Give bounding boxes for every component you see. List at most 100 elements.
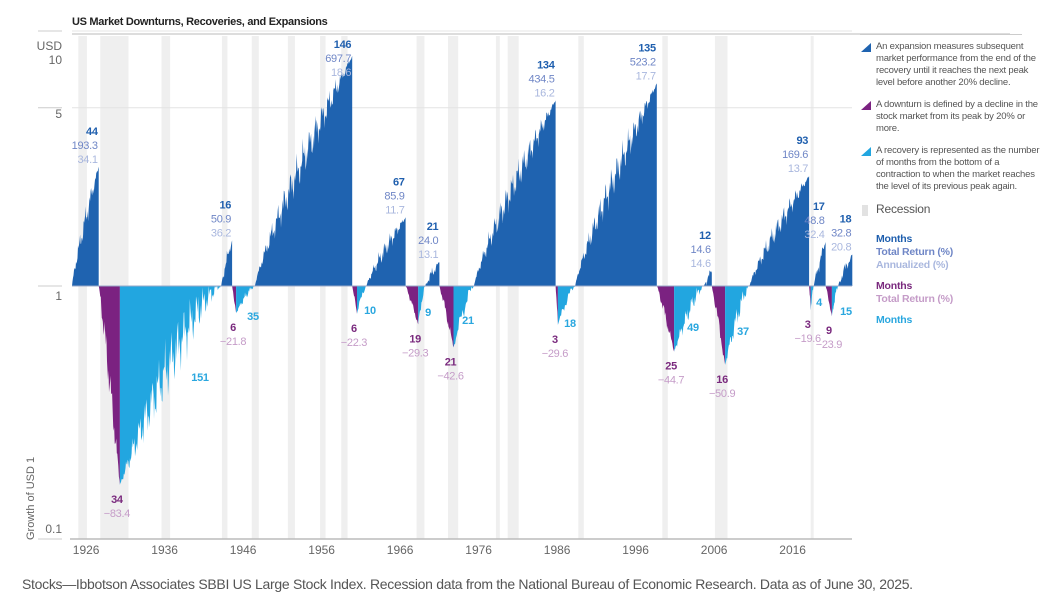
downturn-months-label: 3 bbox=[805, 319, 811, 331]
key-downturn-total: Total Return (%) bbox=[876, 293, 954, 305]
downturn-area bbox=[405, 286, 419, 325]
expansion-months-label: 67 bbox=[393, 176, 405, 188]
expansion-months-label: 16 bbox=[219, 199, 231, 211]
recession-band bbox=[251, 36, 259, 539]
recovery-area bbox=[810, 286, 814, 311]
downturn-return-label: −22.3 bbox=[341, 337, 368, 349]
recovery-area bbox=[119, 286, 222, 485]
expansion-annualized-label: 18.6 bbox=[331, 67, 351, 79]
recovery-months-label: 4 bbox=[816, 297, 823, 309]
key-downturn-months: Months bbox=[876, 280, 913, 292]
expansion-return-label: 50.9 bbox=[211, 213, 231, 225]
downturn-area bbox=[825, 286, 832, 317]
downturn-triangle-icon bbox=[861, 101, 871, 110]
expansion-area bbox=[703, 270, 712, 286]
recovery-area bbox=[453, 286, 474, 348]
recovery-months-label: 21 bbox=[462, 315, 474, 327]
x-tick-label: 1976 bbox=[465, 543, 492, 557]
expansion-months-label: 21 bbox=[427, 221, 439, 233]
expansion-return-label: 32.8 bbox=[831, 228, 851, 240]
downturn-area bbox=[232, 286, 237, 314]
x-tick-label: 1946 bbox=[230, 543, 257, 557]
recession-band bbox=[495, 36, 500, 539]
recovery-months-label: 37 bbox=[737, 326, 749, 338]
gridlines bbox=[38, 30, 852, 540]
downturn-months-label: 6 bbox=[351, 323, 357, 335]
recovery-area bbox=[674, 286, 704, 352]
downturn-return-label: −23.9 bbox=[816, 339, 843, 351]
downturn-area bbox=[809, 286, 811, 311]
expansion-months-label: 93 bbox=[796, 135, 808, 147]
recovery-triangle-icon bbox=[861, 147, 871, 156]
recession-swatch-icon bbox=[862, 205, 868, 216]
downturn-months-label: 25 bbox=[665, 361, 677, 373]
recovery-area bbox=[725, 286, 750, 365]
recovery-months-label: 18 bbox=[564, 318, 576, 330]
expansion-months-label: 135 bbox=[638, 42, 656, 54]
downturn-area bbox=[711, 286, 726, 365]
downturn-area bbox=[555, 286, 558, 325]
legend-recovery-text: A recovery is represented as the number … bbox=[876, 145, 1040, 192]
downturn-months-label: 3 bbox=[552, 334, 558, 346]
expansion-return-label: 434.5 bbox=[529, 73, 555, 85]
recovery-area bbox=[557, 286, 576, 325]
recovery-months-label: 49 bbox=[687, 322, 699, 334]
y-tick-label: 10 bbox=[49, 53, 63, 67]
legend-recession-label: Recession bbox=[876, 202, 931, 216]
legend-recovery: A recovery is represented as the number … bbox=[860, 145, 1040, 193]
expansion-return-label: 48.8 bbox=[804, 215, 824, 227]
expansion-return-label: 523.2 bbox=[630, 56, 656, 68]
expansion-area bbox=[838, 254, 853, 286]
area-series bbox=[72, 56, 853, 485]
y-tick-label: 5 bbox=[55, 107, 62, 121]
expansion-annualized-label: 32.4 bbox=[804, 229, 824, 241]
recovery-months-label: 151 bbox=[191, 372, 209, 384]
recession-band bbox=[341, 36, 348, 539]
x-tick-label: 2016 bbox=[779, 543, 806, 557]
recession-band bbox=[507, 36, 519, 539]
expansion-months-label: 146 bbox=[334, 39, 352, 51]
recession-band bbox=[320, 36, 326, 539]
key-expansion-total: Total Return (%) bbox=[876, 246, 954, 258]
downturn-months-label: 16 bbox=[716, 374, 728, 386]
expansion-area bbox=[254, 56, 353, 286]
recession-band bbox=[287, 36, 295, 539]
expansion-area bbox=[72, 166, 99, 286]
expansion-area bbox=[473, 100, 556, 287]
downturn-return-label: −50.9 bbox=[709, 388, 736, 400]
x-tick-label: 1936 bbox=[151, 543, 178, 557]
recession-band bbox=[78, 36, 87, 539]
expansion-annualized-label: 13.1 bbox=[418, 249, 438, 261]
recovery-area bbox=[357, 286, 367, 314]
expansion-return-label: 14.6 bbox=[691, 244, 711, 256]
expansion-annualized-label: 16.2 bbox=[534, 87, 554, 99]
downturn-area bbox=[98, 286, 120, 485]
downturn-area bbox=[439, 286, 454, 348]
downturn-months-label: 9 bbox=[826, 325, 832, 337]
legend-expansion-text: An expansion measures subsequent market … bbox=[876, 41, 1036, 88]
recovery-months-label: 10 bbox=[364, 305, 376, 317]
y-axis-title: Growth of USD 1 bbox=[25, 457, 37, 540]
recovery-area bbox=[236, 286, 255, 314]
downturn-return-label: −83.4 bbox=[104, 508, 131, 520]
expansion-area bbox=[749, 176, 810, 286]
x-tick-label: 1956 bbox=[308, 543, 335, 557]
recovery-months-label: 35 bbox=[247, 311, 259, 323]
legend-downturn: A downturn is defined by a decline in th… bbox=[860, 99, 1040, 135]
downturn-return-label: −19.6 bbox=[795, 333, 822, 345]
expansion-return-label: 24.0 bbox=[418, 235, 438, 247]
downturn-return-label: −29.6 bbox=[542, 348, 569, 360]
x-tick-label: 1926 bbox=[73, 543, 100, 557]
expansion-area bbox=[575, 83, 657, 287]
key-expansion-months: Months bbox=[876, 233, 913, 245]
legend-downturn-text: A downturn is defined by a decline in th… bbox=[876, 99, 1038, 134]
downturn-return-label: −42.6 bbox=[437, 370, 464, 382]
downturn-months-label: 34 bbox=[111, 494, 124, 506]
x-tick-label: 1996 bbox=[622, 543, 649, 557]
expansion-annualized-label: 36.2 bbox=[211, 227, 231, 239]
chart-title: US Market Downturns, Recoveries, and Exp… bbox=[72, 16, 328, 28]
expansion-triangle-icon bbox=[861, 43, 871, 52]
expansion-months-label: 17 bbox=[813, 201, 825, 213]
